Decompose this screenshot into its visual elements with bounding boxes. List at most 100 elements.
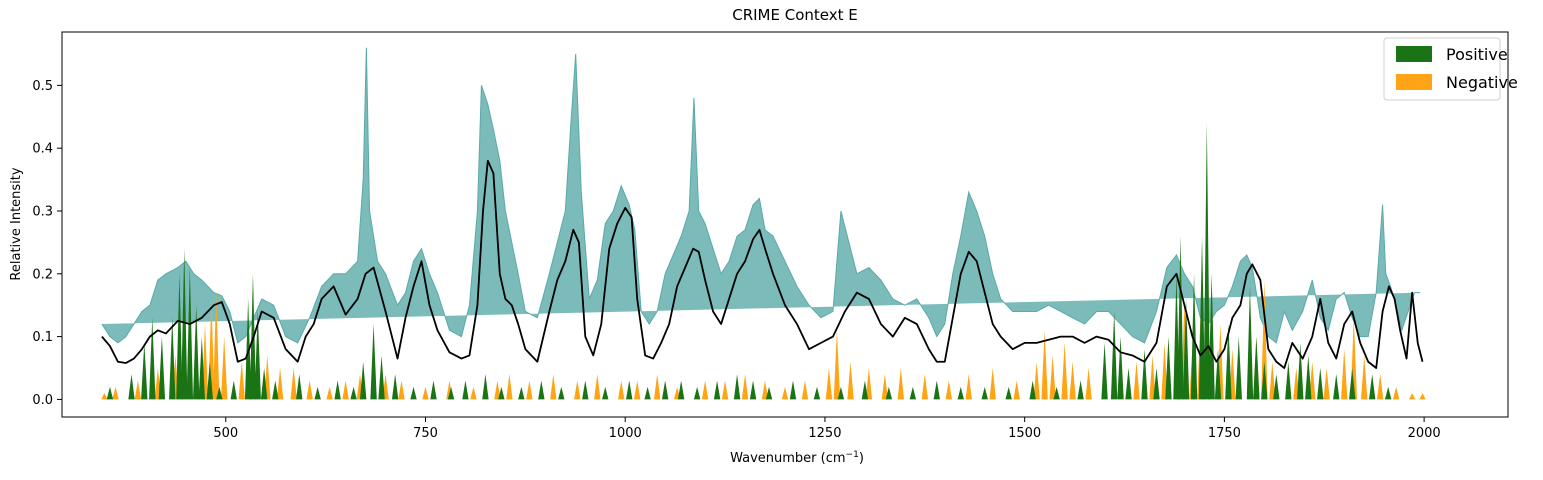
negative-peak-13 [306,380,313,400]
positive-peak-1 [128,374,135,400]
positive-peak-70 [1190,273,1198,400]
positive-peak-65 [1153,368,1160,400]
negative-peak-22 [494,380,501,400]
positive-peak-49 [837,386,845,400]
negative-peak-36 [781,386,789,400]
negative-peak-75 [1419,393,1426,400]
positive-peak-9 [193,305,200,400]
positive-peak-12 [216,386,223,400]
positive-peak-79 [1261,361,1268,400]
positive-peak-47 [789,380,797,400]
positive-peak-16 [254,311,261,400]
negative-peak-11 [276,368,284,400]
positive-peak-36 [582,380,589,400]
negative-peak-73 [1392,386,1400,400]
negative-peak-8 [220,336,228,400]
negative-peak-64 [1261,280,1268,400]
legend: Positive Negative [1383,37,1518,101]
positive-peak-74 [1214,349,1222,400]
negative-peak-33 [721,380,729,400]
y-tick-label: 0.3 [32,204,53,219]
positive-peak-64 [1141,349,1148,400]
negative-peak-0 [101,393,108,400]
positive-peak-45 [749,380,757,400]
y-tick-label: 0.4 [32,142,53,157]
mean-spectrum-line [101,159,1424,369]
negative-peak-30 [653,374,661,400]
negative-peak-9 [238,361,245,400]
x-axis-label-text: Wavenumber (cm [730,451,845,466]
positive-peak-46 [765,386,773,400]
y-axis-label: Relative Intensity [9,167,24,280]
negative-peak-71 [1361,355,1368,400]
positive-peak-33 [518,386,525,400]
positive-peak-42 [693,386,701,400]
positive-peak-19 [296,374,303,400]
negative-peak-49 [1033,361,1040,400]
negative-peak-50 [1041,330,1048,400]
x-tick-label: 1250 [808,426,841,441]
negative-peak-44 [921,374,929,400]
negative-peak-48 [1013,380,1020,400]
negative-peak-25 [550,374,557,400]
positive-peak-76 [1235,336,1242,400]
positive-peak-55 [981,386,988,400]
positive-peak-80 [1273,374,1280,400]
positive-peak-75 [1225,324,1232,400]
positive-peak-11 [206,361,213,400]
negative-peak-37 [801,380,809,400]
negative-peak-18 [398,380,405,400]
positive-peak-73 [1208,273,1215,400]
negative-peak-42 [881,374,889,400]
positive-peak-34 [538,380,545,400]
positive-peak-35 [558,386,565,400]
positive-peak-72 [1203,123,1211,400]
negative-peak-68 [1323,368,1330,400]
negative-peak-12 [290,368,297,400]
positive-peak-63 [1125,368,1132,400]
positive-peak-78 [1253,336,1260,400]
positive-peak-66 [1165,336,1172,400]
negative-peak-65 [1269,361,1276,400]
negative-peak-23 [506,374,513,400]
negative-peak-45 [945,380,952,400]
negative-peak-52 [1061,342,1068,400]
x-tick-label: 1000 [609,426,642,441]
positive-peak-58 [1053,386,1060,400]
x-tick-label: 500 [213,426,238,441]
positive-peak-30 [462,380,469,400]
positive-peak-17 [260,368,268,400]
positive-peak-51 [885,386,893,400]
negative-peak-56 [1149,355,1156,400]
negative-peak-19 [422,386,429,400]
positive-peak-83 [1305,355,1312,400]
positive-peak-62 [1117,336,1124,400]
negative-peak-26 [574,380,581,400]
positive-peak-54 [957,386,964,400]
x-axis-label: Wavenumber (cm−1) [730,450,864,466]
negative-peak-1 [112,386,119,400]
negative-peak-32 [701,380,709,400]
y-tick-label: 0.0 [32,393,53,408]
positive-peak-87 [1368,374,1376,400]
positive-peak-7 [181,248,188,400]
x-axis-label-close: ) [859,451,864,466]
positive-peak-6 [176,273,183,400]
positive-peak-37 [602,386,609,400]
positive-peak-8 [186,267,194,400]
negative-peak-29 [634,380,641,400]
negative-peak-21 [470,386,477,400]
legend-label-negative: Negative [1446,73,1518,92]
y-tick-label: 0.2 [32,267,53,282]
legend-swatch-negative [1396,74,1432,90]
positive-peak-81 [1285,361,1292,400]
positive-peak-59 [1077,380,1084,400]
negative-peak-35 [761,380,769,400]
negative-peak-15 [342,380,349,400]
positive-peak-56 [1005,386,1012,400]
negative-peak-51 [1049,355,1056,400]
positive-peak-14 [244,298,252,400]
positive-peak-69 [1182,298,1190,400]
